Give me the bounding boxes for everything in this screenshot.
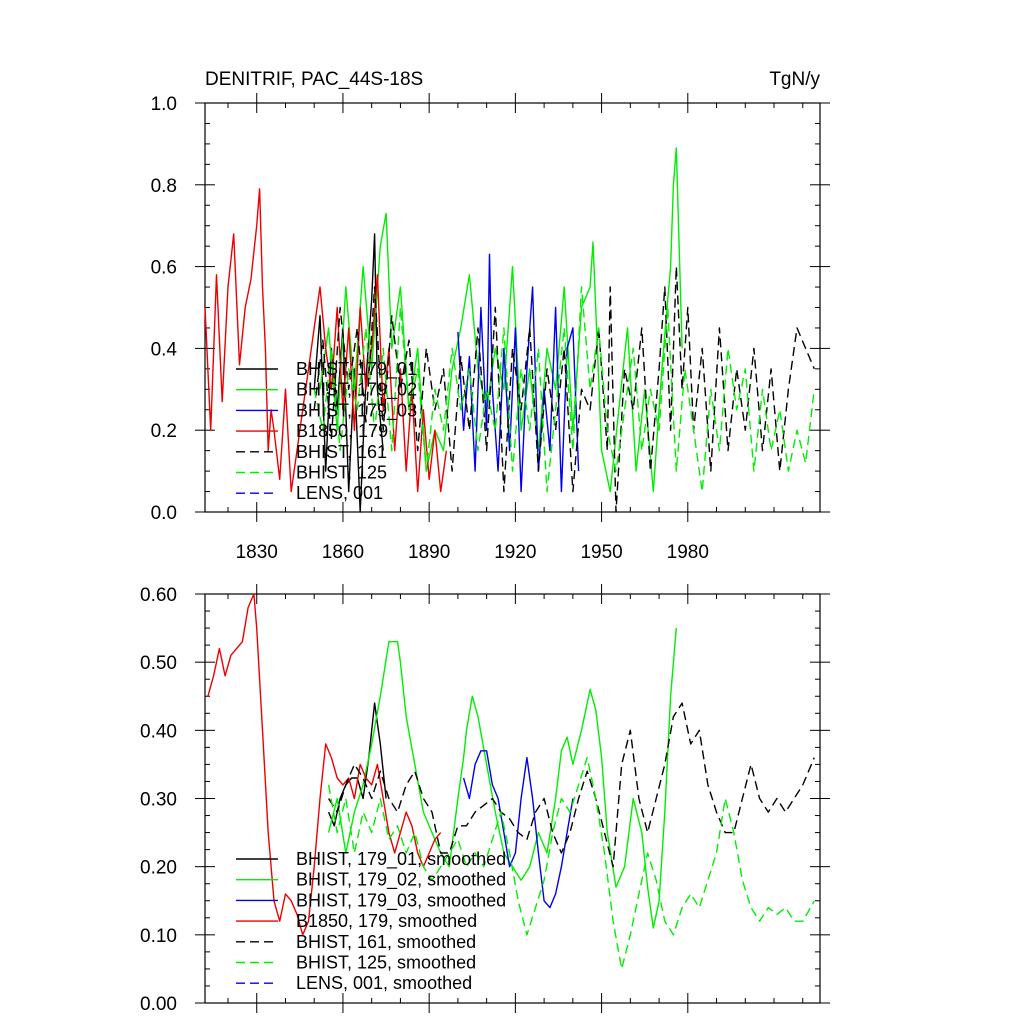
legend-label-bhist-179-02: BHIST, 179_02 — [296, 380, 417, 401]
units-label: TgN/y — [769, 69, 820, 90]
legend-label-bhist-161-smoothed: BHIST, 161, smoothed — [296, 932, 476, 952]
y-tick-label: 0.40 — [140, 721, 177, 742]
legend-label-bhist-125-smoothed: BHIST, 125, smoothed — [296, 953, 476, 973]
x-tick-label: 1860 — [322, 542, 364, 563]
legend-label-bhist-179-01-smoothed: BHIST, 179_01, smoothed — [296, 849, 506, 870]
y-tick-label: 0.30 — [140, 790, 177, 811]
y-tick-label: 1.0 — [151, 94, 177, 115]
y-tick-label: 0.60 — [140, 585, 177, 606]
y-tick-label: 0.00 — [140, 994, 177, 1015]
series-line-bhist-125 — [313, 286, 815, 493]
legend-label-bhist-179-01: BHIST, 179_01 — [296, 359, 417, 380]
legend-label-bhist-125: BHIST, 125 — [296, 463, 387, 483]
series-line-bhist-179-01 — [313, 233, 384, 513]
series-line-b1850-179-smoothed — [207, 593, 442, 936]
y-tick-label: 0.2 — [151, 421, 177, 442]
y-tick-label: 0.20 — [140, 858, 177, 879]
series-line-bhist-179-02 — [319, 147, 683, 493]
y-tick-label: 0.6 — [151, 258, 177, 279]
y-tick-label: 0.8 — [151, 176, 177, 197]
series-line-bhist-125-smoothed — [327, 756, 815, 970]
x-tick-label: 1950 — [580, 542, 622, 563]
legend-label-bhist-179-03: BHIST, 179_03 — [296, 400, 417, 421]
y-tick-label: 0.50 — [140, 653, 177, 674]
legend-label-lens-001: LENS, 001 — [296, 483, 383, 503]
x-tick-label: 1890 — [408, 542, 450, 563]
x-tick-label: 1920 — [494, 542, 536, 563]
x-tick-label: 1980 — [667, 542, 709, 563]
legend-label-bhist-179-03-smoothed: BHIST, 179_03, smoothed — [296, 890, 506, 911]
y-tick-label: 0.0 — [151, 503, 177, 524]
series-line-b1850-179 — [204, 188, 448, 493]
legend-label-bhist-179-02-smoothed: BHIST, 179_02, smoothed — [296, 870, 506, 891]
legend-label-b1850-179: B1850, 179 — [296, 421, 388, 441]
series-line-bhist-179-03-smoothed — [462, 750, 574, 909]
legend-label-lens-001-smoothed: LENS, 001, smoothed — [296, 973, 472, 993]
y-tick-label: 0.4 — [151, 339, 178, 360]
legend-label-bhist-161: BHIST, 161 — [296, 442, 387, 462]
legend-label-b1850-179-smoothed: B1850, 179, smoothed — [296, 911, 477, 931]
series-line-bhist-179-03 — [457, 253, 580, 493]
y-tick-label: 0.10 — [140, 926, 177, 947]
series-line-bhist-161 — [313, 265, 815, 513]
series-line-bhist-161-smoothed — [328, 702, 815, 868]
x-tick-label: 1830 — [236, 542, 278, 563]
chart-title: DENITRIF, PAC_44S-18S — [205, 69, 423, 90]
